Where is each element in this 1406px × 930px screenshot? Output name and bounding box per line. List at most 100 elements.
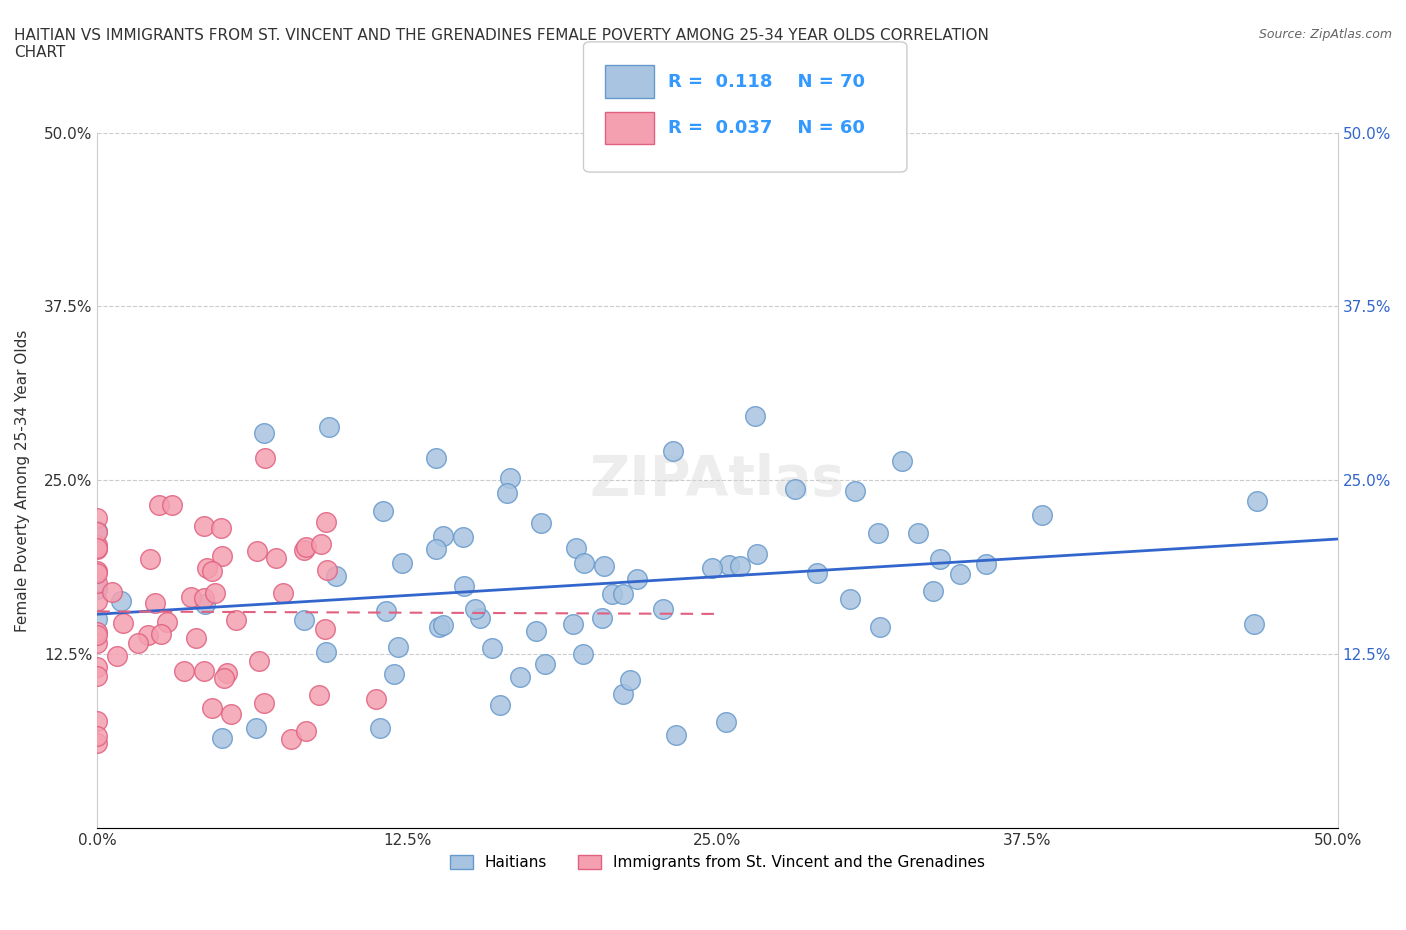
Point [612,586,634,601]
Point [869,619,891,634]
Point [451,529,474,544]
Point [534,657,557,671]
Point [530,516,553,531]
Point [86,524,108,538]
Point [160,498,183,512]
Point [86,714,108,729]
Point [318,419,340,434]
Point [292,613,315,628]
Point [716,714,738,729]
Point [368,721,391,736]
Point [193,591,215,605]
Point [219,706,242,721]
Point [949,566,972,581]
Point [201,700,224,715]
Point [371,503,394,518]
Point [652,602,675,617]
Point [890,454,912,469]
Point [572,556,595,571]
Point [391,556,413,571]
Point [143,596,166,611]
Point [600,587,623,602]
Point [425,541,447,556]
Point [838,591,860,606]
Point [572,647,595,662]
Point [700,561,723,576]
Point [1246,494,1268,509]
Point [86,564,108,578]
Point [315,514,337,529]
Point [173,663,195,678]
Point [295,724,318,738]
Point [195,561,218,576]
Point [562,617,585,631]
Point [499,471,522,485]
Point [86,511,108,525]
Point [86,538,108,552]
Point [524,624,547,639]
Point [1031,507,1053,522]
Point [127,636,149,651]
Point [665,728,688,743]
Point [783,482,806,497]
Point [432,618,454,632]
Point [593,559,616,574]
Point [612,686,634,701]
Point [86,541,108,556]
Point [730,559,752,574]
Point [86,593,108,608]
Point [565,540,588,555]
Legend: Haitians, Immigrants from St. Vincent and the Grenadines: Haitians, Immigrants from St. Vincent an… [444,849,991,876]
Point [280,731,302,746]
Point [974,557,997,572]
Text: ZIPAtlas: ZIPAtlas [589,454,845,508]
Text: HAITIAN VS IMMIGRANTS FROM ST. VINCENT AND THE GRENADINES FEMALE POVERTY AMONG 2: HAITIAN VS IMMIGRANTS FROM ST. VINCENT A… [14,28,988,60]
Point [806,565,828,580]
Point [204,586,226,601]
Point [111,616,134,631]
Point [212,671,235,685]
Point [184,631,207,646]
Point [314,621,336,636]
Point [626,572,648,587]
Point [464,602,486,617]
Y-axis label: Female Poverty Among 25-34 Year Olds: Female Poverty Among 25-34 Year Olds [15,329,30,631]
Point [101,584,124,599]
Point [922,583,945,598]
Point [619,673,641,688]
Point [86,736,108,751]
Point [139,551,162,566]
Point [295,539,318,554]
Point [110,594,132,609]
Point [86,576,108,591]
Point [253,426,276,441]
Point [156,615,179,630]
Point [211,549,233,564]
Point [453,578,475,593]
Point [425,450,447,465]
Point [136,627,159,642]
Point [245,721,267,736]
Point [591,610,613,625]
Point [148,498,170,512]
Point [292,542,315,557]
Point [661,444,683,458]
Point [225,612,247,627]
Point [105,649,128,664]
Point [86,540,108,555]
Point [432,528,454,543]
Point [246,544,269,559]
Point [86,624,108,639]
Point [193,519,215,534]
Point [86,628,108,643]
Point [86,636,108,651]
Point [744,408,766,423]
Point [325,568,347,583]
Point [384,667,406,682]
Point [496,485,519,500]
Point [315,644,337,659]
Point [86,525,108,539]
Point [253,450,276,465]
Point [209,521,232,536]
Point [1243,617,1265,631]
